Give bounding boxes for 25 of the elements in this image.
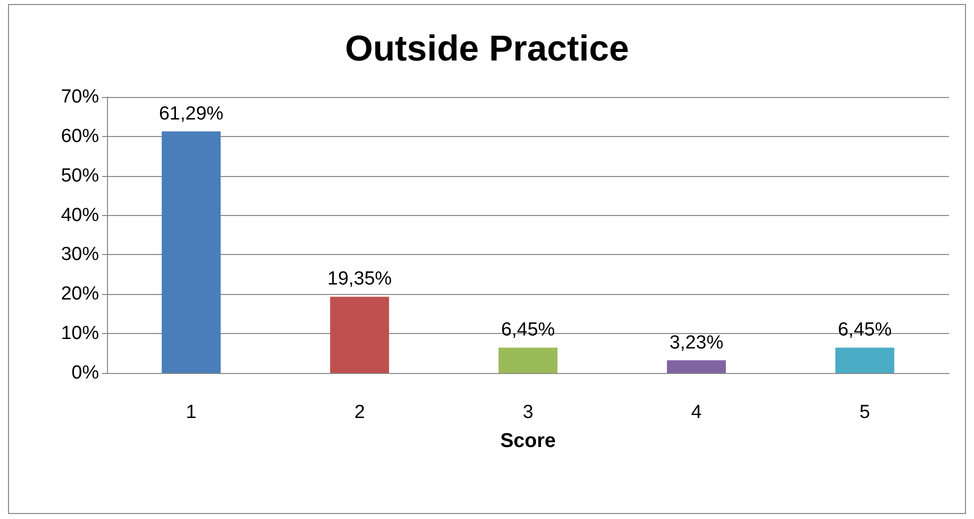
- x-axis-title: Score: [500, 430, 556, 452]
- y-tick-label: 40%: [60, 204, 100, 226]
- data-label: 6,45%: [501, 320, 556, 341]
- data-label: 6,45%: [838, 320, 892, 341]
- x-tick-label: 4: [691, 402, 702, 423]
- chart-title: Outside Practice: [344, 28, 630, 68]
- y-tick-label: 10%: [60, 323, 100, 344]
- x-tick-label: 3: [522, 402, 534, 423]
- y-tick-label: 0%: [72, 362, 100, 384]
- x-tick-label: 5: [860, 402, 870, 423]
- data-label: 19,35%: [327, 268, 392, 290]
- y-tick-label: 20%: [60, 284, 100, 305]
- bar: [162, 131, 221, 373]
- y-tick-label: 30%: [60, 244, 100, 266]
- data-label: 61,29%: [158, 103, 224, 124]
- x-tick-label: 1: [186, 402, 196, 423]
- bar: [666, 360, 726, 373]
- y-tick-label: 50%: [60, 165, 100, 186]
- data-label: 3,23%: [669, 332, 724, 354]
- bar: [498, 348, 558, 373]
- x-tick-label: 2: [354, 402, 365, 423]
- y-tick-label: 70%: [60, 86, 100, 108]
- bar: [330, 296, 390, 373]
- y-tick-label: 60%: [60, 126, 100, 147]
- bar: [835, 348, 894, 373]
